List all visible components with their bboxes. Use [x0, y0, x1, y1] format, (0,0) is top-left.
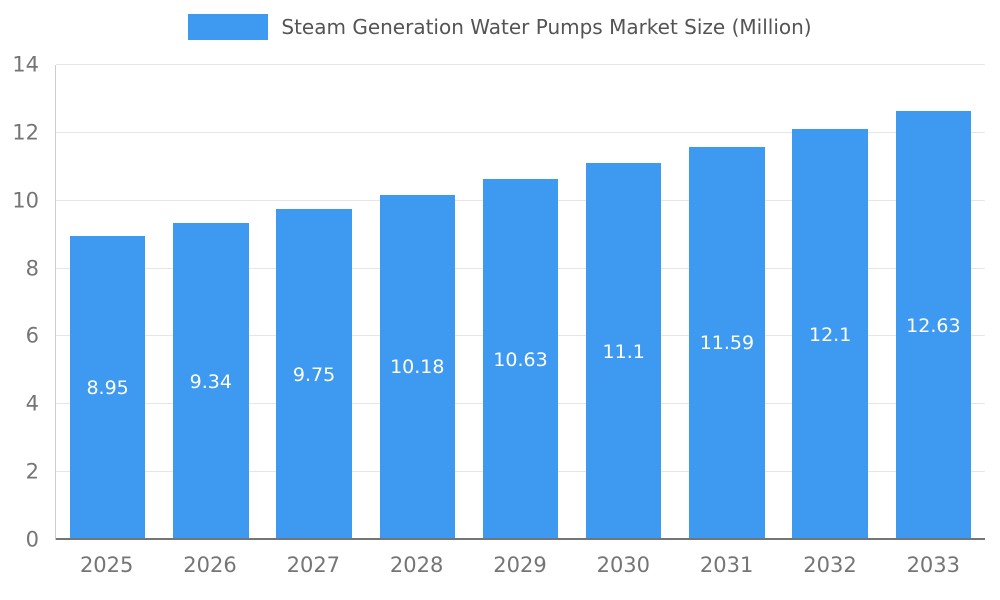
chart-title: Steam Generation Water Pumps Market Size… [281, 15, 812, 39]
bars-container: 8.95 9.34 9.75 10.18 10.63 11.1 11.59 12.1 12.63 [56, 65, 985, 540]
bar-value-label: 9.34 [189, 370, 232, 393]
chart-legend: Steam Generation Water Pumps Market Size… [0, 13, 1000, 41]
bar-value-label: 12.1 [808, 323, 852, 346]
bar-value-label: 9.75 [292, 363, 336, 386]
y-tick-label: 10 [12, 188, 39, 213]
bar-value-label: 8.95 [86, 377, 129, 400]
bar-slot: 10.18 [366, 65, 469, 540]
y-axis: 0 2 4 6 8 10 12 14 [0, 54, 47, 550]
bar-slot: 8.95 [56, 65, 159, 540]
x-tick-label: 2027 [286, 553, 341, 577]
y-tick-label: 8 [25, 256, 39, 281]
bar-2028[interactable]: 10.18 [379, 194, 455, 540]
bar-value-label: 10.63 [493, 348, 548, 371]
bar-2032[interactable]: 12.1 [792, 129, 868, 540]
x-tick-label: 2025 [79, 553, 134, 577]
bar-value-label: 11.1 [602, 340, 645, 363]
x-axis-baseline [56, 538, 985, 540]
bar-2033[interactable]: 12.63 [895, 111, 972, 540]
x-tick-label: 2032 [803, 553, 857, 577]
bar-2031[interactable]: 11.59 [689, 146, 765, 540]
y-tick-label: 0 [25, 527, 39, 552]
bar-slot: 11.59 [675, 65, 778, 540]
x-tick-label: 2031 [699, 553, 754, 577]
bar-2030[interactable]: 11.1 [586, 163, 662, 540]
y-tick-label: 4 [25, 391, 39, 416]
gridline [56, 131, 985, 133]
x-tick-label: 2026 [183, 553, 237, 577]
x-tick-label: 2030 [596, 553, 651, 577]
x-axis: 2025 2026 2027 2028 2029 2030 2031 2032 2033 [55, 553, 985, 577]
y-tick-label: 6 [25, 323, 39, 348]
bar-slot: 11.1 [572, 65, 675, 540]
y-tick-label: 12 [12, 120, 39, 145]
x-tick-label: 2033 [906, 553, 961, 577]
bar-2027[interactable]: 9.75 [276, 209, 352, 540]
y-tick-label: 14 [12, 52, 39, 77]
plot-area: 8.95 9.34 9.75 10.18 10.63 11.1 11.59 12.1 12.63 [55, 64, 985, 540]
legend-swatch-icon [188, 14, 269, 40]
bar-value-label: 10.18 [390, 356, 445, 379]
x-tick-label: 2029 [493, 553, 547, 577]
bar-slot: 12.63 [882, 65, 985, 540]
bar-slot: 9.34 [159, 65, 262, 540]
bar-value-label: 11.59 [699, 332, 755, 355]
x-tick-label: 2028 [389, 553, 444, 577]
bar-2029[interactable]: 10.63 [482, 179, 559, 540]
bar-slot: 9.75 [262, 65, 365, 540]
bar-2026[interactable]: 9.34 [173, 223, 249, 540]
gridline [56, 64, 985, 65]
y-tick-label: 2 [25, 459, 39, 484]
bar-slot: 12.1 [779, 65, 882, 540]
bar-value-label: 12.63 [906, 314, 961, 337]
bar-2025[interactable]: 8.95 [69, 236, 146, 540]
bar-slot: 10.63 [469, 65, 572, 540]
